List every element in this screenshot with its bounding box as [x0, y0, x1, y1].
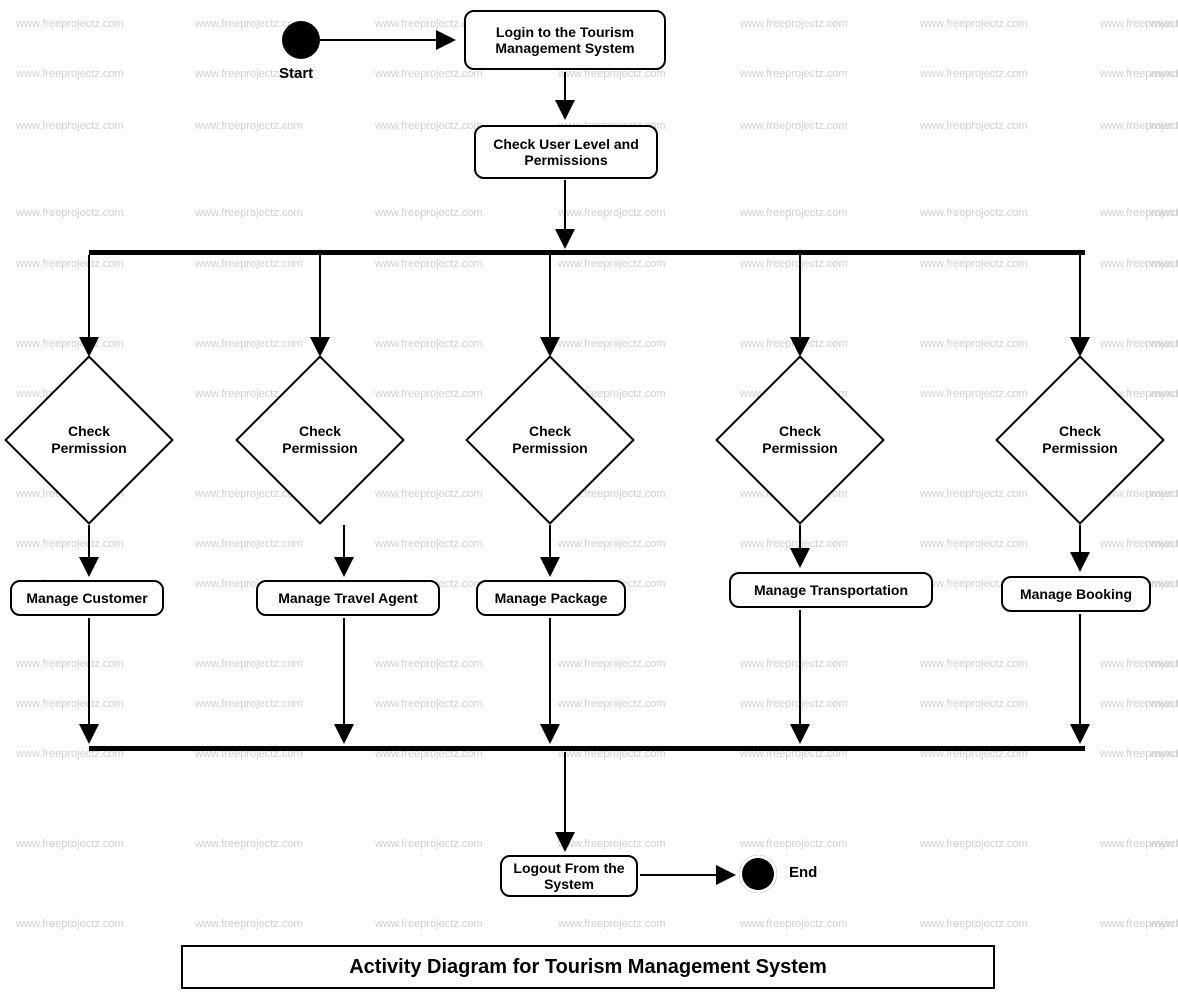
decision-1-label: Check Permission — [29, 380, 149, 500]
node-logout: Logout From the System — [500, 855, 638, 897]
decision-5-label: Check Permission — [1020, 380, 1140, 500]
start-node — [282, 21, 320, 59]
end-label: End — [789, 864, 817, 881]
node-login: Login to the Tourism Management System — [464, 10, 666, 70]
decision-2-label: Check Permission — [260, 380, 380, 500]
decision-3-label: Check Permission — [490, 380, 610, 500]
decision-3: Check Permission — [490, 380, 610, 500]
node-manage-booking: Manage Booking — [1001, 576, 1151, 612]
node-manage-customer: Manage Customer — [10, 580, 164, 616]
diagram-title: Activity Diagram for Tourism Management … — [181, 945, 995, 989]
start-label: Start — [279, 65, 313, 82]
end-node — [739, 855, 777, 893]
decision-5: Check Permission — [1020, 380, 1140, 500]
decision-4-label: Check Permission — [740, 380, 860, 500]
decision-2: Check Permission — [260, 380, 380, 500]
node-manage-package: Manage Package — [476, 580, 626, 616]
decision-1: Check Permission — [29, 380, 149, 500]
node-manage-travel-agent: Manage Travel Agent — [256, 580, 440, 616]
decision-4: Check Permission — [740, 380, 860, 500]
node-check-permissions: Check User Level and Permissions — [474, 125, 658, 179]
node-manage-transportation: Manage Transportation — [729, 572, 933, 608]
